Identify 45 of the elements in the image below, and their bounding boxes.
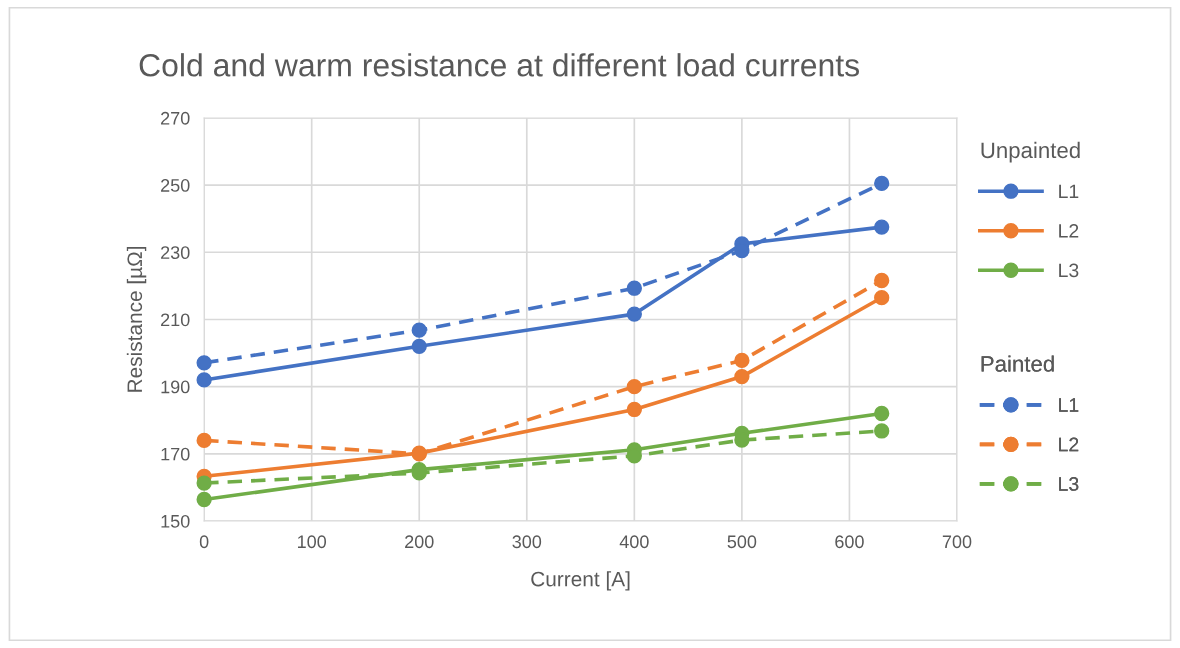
point (734, 352, 750, 369)
x-axis-title: Current [A] (531, 571, 630, 591)
point (874, 405, 890, 422)
point (196, 475, 212, 491)
point (626, 280, 642, 296)
legend-label: L1 (1059, 184, 1079, 199)
point (626, 306, 642, 322)
point (874, 272, 890, 289)
text: Painted (981, 355, 1054, 372)
legend-label: L2 (1059, 437, 1079, 452)
legend-label: L1 (1059, 398, 1079, 412)
y-tick-label: 230 (161, 246, 190, 260)
point (411, 338, 427, 354)
point (734, 368, 750, 385)
y-tick-label: 250 (161, 179, 190, 192)
legend-label: L2 (1059, 223, 1079, 238)
point (196, 491, 212, 508)
point (874, 175, 890, 192)
y-axis-title: Resistance [µΩ] (126, 246, 147, 392)
point (874, 289, 890, 306)
legend-label: L3 (1059, 477, 1079, 491)
x-tick-label: 400 (619, 535, 649, 549)
point (196, 355, 212, 371)
x-tick-label: 300 (512, 535, 542, 549)
point (196, 432, 212, 449)
point (626, 379, 642, 395)
point (874, 423, 890, 439)
y-tick-label: 270 (161, 111, 190, 125)
y-tick-label: 150 (161, 514, 190, 528)
point (626, 401, 642, 418)
x-tick-label: 700 (942, 535, 972, 549)
legend-label: L3 (1059, 263, 1079, 278)
chart-title: Cold and warm resistance at different load currents (139, 53, 859, 77)
y-tick-label: 170 (161, 447, 190, 461)
y-tick-label: 210 (161, 313, 190, 327)
text: Unpainted (981, 141, 1080, 163)
x-tick-label: 200 (405, 535, 434, 549)
x-tick-label: 500 (727, 535, 757, 549)
point (411, 322, 427, 338)
x-tick-label: 600 (835, 535, 864, 549)
y-tick-label: 190 (161, 380, 190, 394)
point (874, 219, 890, 235)
x-tick-label: 0 (199, 535, 209, 549)
point (196, 372, 212, 388)
x-tick-label: 100 (298, 535, 327, 549)
